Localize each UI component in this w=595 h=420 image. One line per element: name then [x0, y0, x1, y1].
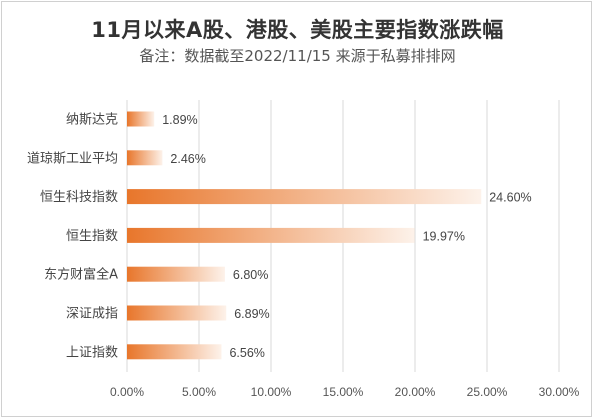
bar — [127, 305, 227, 321]
category-label: 东方财富全A — [44, 267, 118, 283]
bar — [127, 111, 155, 127]
x-tick-label: 25.00% — [467, 385, 508, 399]
data-label: 6.80% — [233, 268, 268, 282]
x-tick-label: 0.00% — [110, 385, 144, 399]
category-label: 恒生指数 — [66, 229, 118, 244]
data-label: 6.89% — [234, 307, 269, 321]
bars — [127, 111, 482, 360]
category-label: 上证指数 — [66, 345, 118, 360]
x-tick-label: 20.00% — [395, 385, 436, 399]
bar — [127, 189, 482, 205]
data-label: 6.56% — [229, 346, 264, 360]
x-tick-label: 5.00% — [182, 385, 216, 399]
chart-title: 11月以来A股、港股、美股主要指数涨跌幅 — [91, 18, 504, 42]
x-tick-label: 15.00% — [323, 385, 364, 399]
bar — [127, 150, 163, 166]
category-label: 纳斯达克 — [66, 113, 118, 128]
category-label: 深证成指 — [66, 307, 118, 322]
labels: 0.00% 5.00% 10.00% 15.00% 20.00% 25.00% 30.00%… — [27, 113, 580, 400]
data-label: 19.97% — [423, 229, 465, 243]
chart-subtitle: 备注：数据截至2022/11/15 来源于私募排排网 — [139, 47, 456, 65]
x-tick-label: 30.00% — [539, 385, 580, 399]
data-label: 1.89% — [162, 113, 197, 127]
data-label: 24.60% — [489, 191, 531, 205]
bar — [127, 344, 222, 360]
category-label: 恒生科技指数 — [40, 190, 118, 205]
category-label: 道琼斯工业平均 — [27, 151, 118, 166]
data-label: 2.46% — [170, 152, 205, 166]
x-tick-label: 10.00% — [251, 385, 292, 399]
bar — [127, 227, 415, 243]
bar — [127, 266, 225, 282]
